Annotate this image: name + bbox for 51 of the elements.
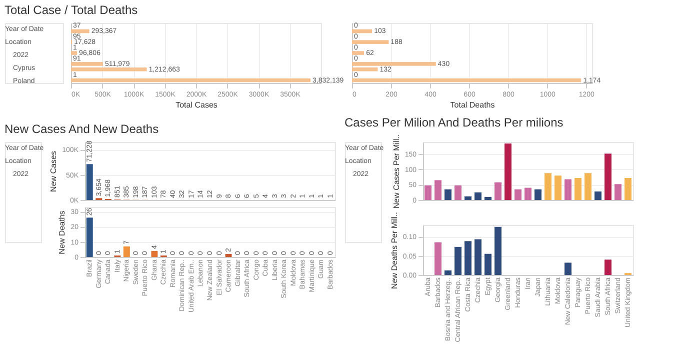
chart-title: Cases Per Milion And Deaths Per milions xyxy=(344,115,564,130)
bar xyxy=(484,196,492,200)
bar xyxy=(225,254,232,257)
x-axis-title: Total Deaths xyxy=(450,100,495,110)
bar xyxy=(584,173,592,200)
bar xyxy=(71,29,90,34)
bar xyxy=(434,180,442,200)
bar xyxy=(424,185,432,200)
bar xyxy=(123,246,130,257)
bar xyxy=(494,226,502,275)
bar xyxy=(534,189,542,200)
bar xyxy=(474,239,482,275)
bar xyxy=(504,144,512,200)
bar xyxy=(574,178,582,200)
bar xyxy=(544,173,552,200)
bar xyxy=(444,189,452,200)
bar xyxy=(604,260,612,275)
bar xyxy=(151,250,158,257)
bar xyxy=(352,29,372,34)
bar xyxy=(494,182,502,200)
bar xyxy=(352,40,389,44)
bar xyxy=(86,164,93,200)
bar xyxy=(594,191,602,200)
bar xyxy=(352,51,364,55)
bar xyxy=(464,196,472,200)
bar xyxy=(484,254,492,275)
chart-title: New Cases And New Deaths xyxy=(4,122,159,136)
y-axis-title: New Cases xyxy=(49,151,58,192)
bar xyxy=(71,51,78,55)
bar xyxy=(604,154,612,200)
x-axis-title: Total Cases xyxy=(176,100,218,110)
bar xyxy=(454,185,462,200)
bar xyxy=(524,188,532,200)
bar xyxy=(474,192,482,200)
bar xyxy=(454,246,462,275)
bar xyxy=(86,218,93,257)
bar xyxy=(464,241,472,275)
bar xyxy=(514,189,522,200)
bar xyxy=(564,262,572,275)
bar xyxy=(352,78,582,82)
y-axis-title: New Cases Per Mill.. xyxy=(392,134,401,209)
bar xyxy=(434,242,442,275)
bar xyxy=(624,178,632,200)
bar xyxy=(564,179,572,200)
bar xyxy=(444,270,452,275)
chart-title: Total Case / Total Deaths xyxy=(4,3,138,18)
y-axis-title: New Deaths Per Mill.. xyxy=(390,212,399,289)
y-axis-title: New Deaths xyxy=(58,210,67,254)
bar xyxy=(554,176,562,200)
bar xyxy=(71,78,311,82)
bar xyxy=(614,184,622,200)
